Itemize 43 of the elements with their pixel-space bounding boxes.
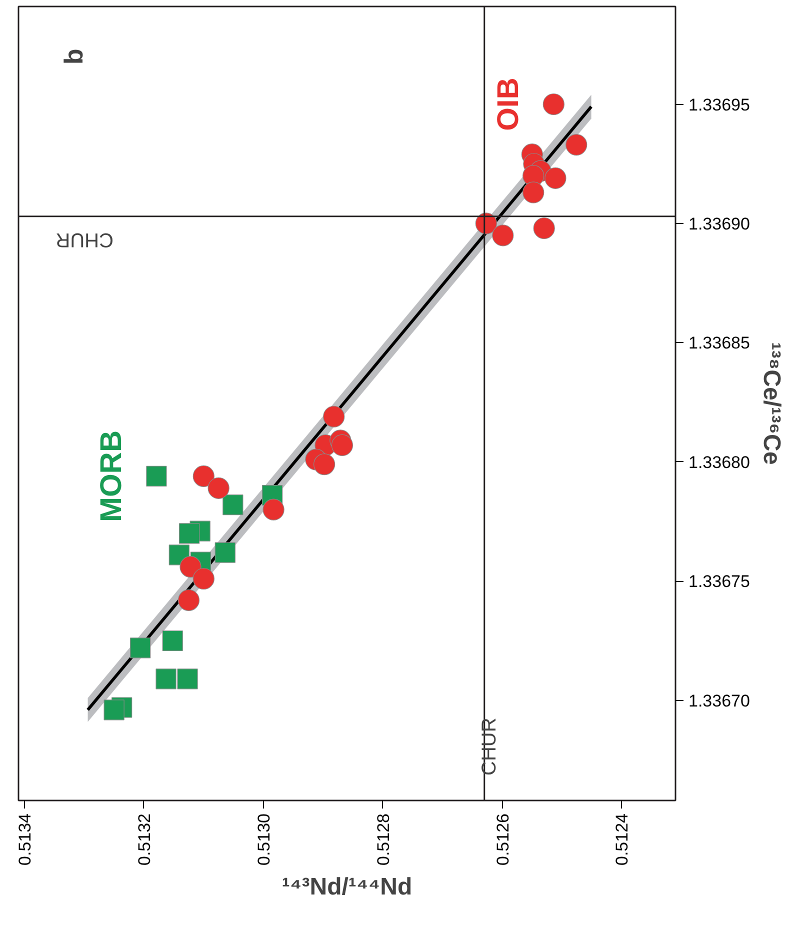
point — [566, 134, 588, 156]
point — [323, 406, 345, 428]
point — [156, 668, 176, 690]
x-tick-label: 0.5124 — [612, 813, 632, 866]
point — [104, 700, 124, 720]
point — [162, 630, 183, 652]
x-tick-label: 0.5134 — [15, 813, 34, 866]
text: MORB — [94, 430, 128, 522]
y-axis-title: ¹³⁸Ce/¹³⁶Ce — [758, 342, 785, 465]
point — [314, 454, 336, 476]
point — [522, 182, 544, 204]
y-tick-label: 1.33680 — [688, 452, 750, 472]
y-tick-label: 1.33675 — [688, 572, 750, 592]
point — [222, 494, 244, 516]
annotation: b — [58, 48, 88, 64]
x-tick-label: 0.5126 — [493, 813, 512, 866]
point — [130, 638, 151, 658]
y-tick-label: 1.33670 — [688, 691, 750, 710]
x-axis-title: ¹⁴³Nd/¹⁴⁴Nd — [282, 873, 412, 900]
point — [533, 217, 555, 240]
point — [262, 498, 284, 520]
point — [179, 523, 200, 544]
point — [177, 668, 198, 690]
point — [331, 434, 354, 456]
x-tick-label: 0.5128 — [374, 813, 393, 866]
y-tick-label: 1.33685 — [688, 334, 750, 353]
point — [542, 93, 564, 116]
ref-line-label: CHUR — [478, 718, 500, 776]
x-tick-label: 0.5132 — [134, 813, 154, 866]
y-tick-label: 1.33690 — [688, 214, 750, 234]
point — [180, 556, 202, 578]
point — [214, 542, 236, 563]
point — [192, 568, 214, 590]
point — [492, 224, 514, 246]
point — [192, 465, 214, 488]
text: OIB — [492, 78, 526, 131]
point — [208, 477, 230, 499]
point — [178, 589, 200, 611]
x-tick-label: 0.5130 — [254, 813, 274, 866]
ref-line-label: CHUR — [56, 228, 114, 250]
point — [544, 167, 566, 189]
y-tick-label: 1.33695 — [688, 95, 750, 114]
point — [146, 466, 167, 487]
